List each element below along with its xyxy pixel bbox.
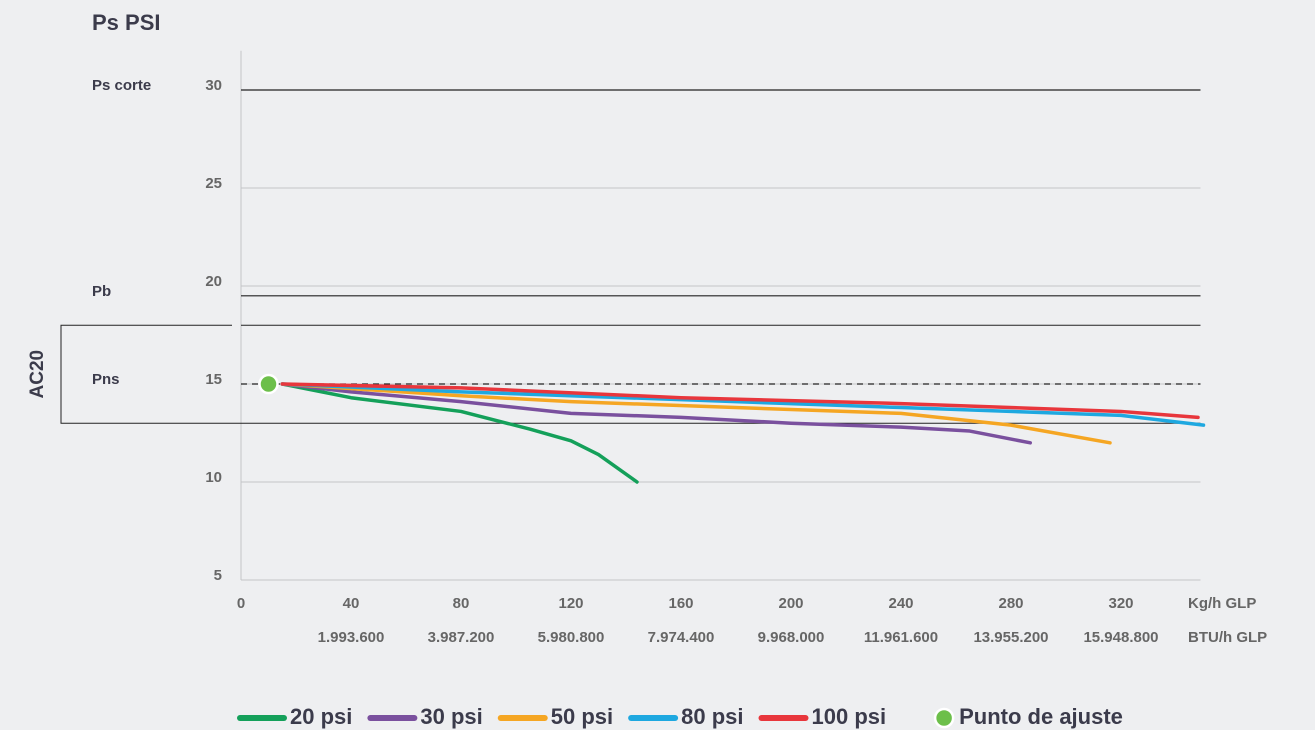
x2-tick-label: 1.993.600 (318, 629, 385, 646)
x-tick-label: 280 (998, 595, 1023, 612)
series-line (280, 382, 1200, 420)
y-tick-label: 15 (205, 371, 222, 388)
chart-title: Ps PSI (92, 10, 160, 35)
x2-tick-label: 15.948.800 (1083, 629, 1158, 646)
y-tick-label: 30 (205, 77, 222, 94)
x2-axis-label: BTU/h GLP (1188, 629, 1267, 646)
x-tick-label: 160 (668, 595, 693, 612)
point (258, 373, 279, 395)
series-line (280, 382, 639, 484)
legend-swatch (933, 707, 955, 729)
x2-tick-label: 7.974.400 (648, 629, 715, 646)
y-tick-label: 10 (205, 469, 222, 486)
x-tick-label: 240 (888, 595, 913, 612)
x2-tick-label: 3.987.200 (428, 629, 495, 646)
x2-tick-label: 9.968.000 (758, 629, 825, 646)
x2-tick-label: 11.961.600 (864, 629, 938, 646)
y-tick-label: 25 (205, 175, 222, 192)
legend-label: 30 psi (420, 704, 482, 729)
x-tick-label: 80 (453, 595, 470, 612)
legend-label: 20 psi (290, 704, 352, 729)
legend-label: 100 psi (812, 704, 887, 729)
x-tick-label: 120 (558, 595, 583, 612)
x-tick-label: 200 (778, 595, 803, 612)
series-line (280, 382, 1112, 445)
x-tick-label: 320 (1108, 595, 1133, 612)
x2-tick-label: 13.955.200 (973, 629, 1048, 646)
y-tick-label: 20 (205, 273, 222, 290)
band-label: AC20 (27, 350, 48, 399)
reference-label: Pns (92, 371, 120, 388)
legend-label: 80 psi (681, 704, 743, 729)
legend-label: Punto de ajuste (959, 704, 1123, 729)
reference-label: Ps corte (92, 77, 151, 94)
band-bracket (60, 324, 1201, 424)
series-line (280, 382, 1032, 445)
x-tick-label: 0 (237, 595, 245, 612)
legend-label: 50 psi (551, 704, 613, 729)
y-tick-label: 5 (214, 567, 222, 584)
reference-label: Pb (92, 283, 111, 300)
series-line (280, 382, 1206, 427)
x2-tick-label: 5.980.800 (538, 629, 605, 646)
x-tick-label: 40 (343, 595, 360, 612)
x-axis-label: Kg/h GLP (1188, 595, 1256, 612)
